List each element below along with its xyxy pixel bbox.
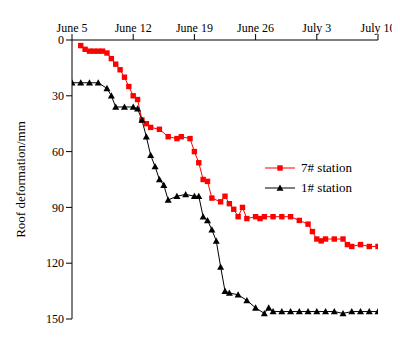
svg-text:June 26: June 26 — [237, 21, 274, 35]
html-text:7# station: 7# station — [301, 160, 352, 175]
svg-text:July 3: July 3 — [302, 21, 331, 35]
svg-text:June 19: June 19 — [176, 21, 213, 35]
svg-text:60: 60 — [52, 145, 64, 159]
svg-text:150: 150 — [46, 312, 64, 326]
svg-text:July 10: July 10 — [360, 21, 392, 35]
html-text:1# station: 1# station — [301, 180, 352, 195]
svg-text:0: 0 — [58, 33, 64, 47]
svg-text:Roof deformation/mm: Roof deformation/mm — [13, 121, 28, 238]
svg-text:June 5: June 5 — [56, 21, 88, 35]
svg-text:30: 30 — [52, 89, 64, 103]
svg-text:June 12: June 12 — [115, 21, 152, 35]
svg-text:120: 120 — [46, 256, 64, 270]
svg-text:90: 90 — [52, 201, 64, 215]
